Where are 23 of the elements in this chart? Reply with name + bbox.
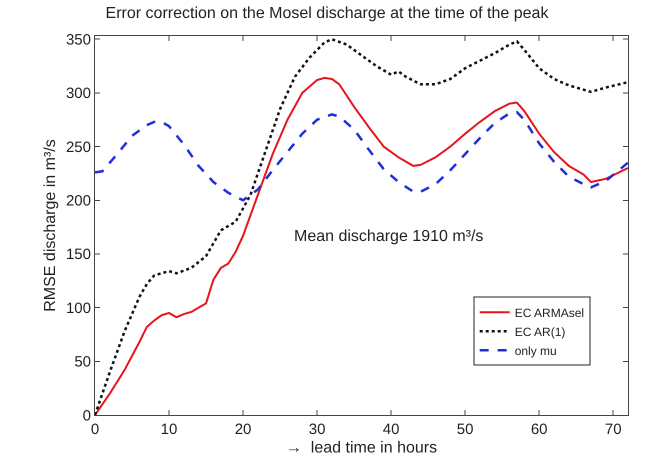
x-tick-label: 30	[308, 421, 326, 438]
annotation: Mean discharge 1910 m³/s	[294, 228, 484, 245]
y-tick-label: 250	[66, 138, 91, 156]
legend-label: EC ARMAsel	[514, 306, 584, 320]
x-tick-label: 40	[382, 421, 400, 438]
x-tick-label: 50	[456, 421, 474, 438]
y-axis-title: RMSE discharge in m³/s	[42, 139, 59, 312]
y-tick-label: 100	[66, 300, 91, 317]
legend-label: only mu	[514, 344, 557, 358]
y-tick-label: 50	[74, 354, 91, 371]
legend-label: EC AR(1)	[514, 324, 566, 339]
y-tick-label: 150	[66, 246, 91, 264]
chart-title: Error correction on the Mosel discharge at the time of the peak	[106, 5, 550, 22]
x-tick-label: 60	[530, 421, 548, 438]
y-tick-label: 300	[66, 85, 91, 102]
x-tick-label: 70	[604, 421, 622, 438]
x-tick-label: 10	[160, 421, 178, 438]
y-tick-label: 350	[66, 31, 91, 48]
x-axis-title: → lead time in hours	[286, 440, 438, 457]
y-tick-label: 0	[82, 407, 91, 424]
x-tick-label: 20	[234, 421, 252, 438]
line-series	[95, 110, 628, 202]
y-tick-label: 200	[66, 192, 91, 210]
